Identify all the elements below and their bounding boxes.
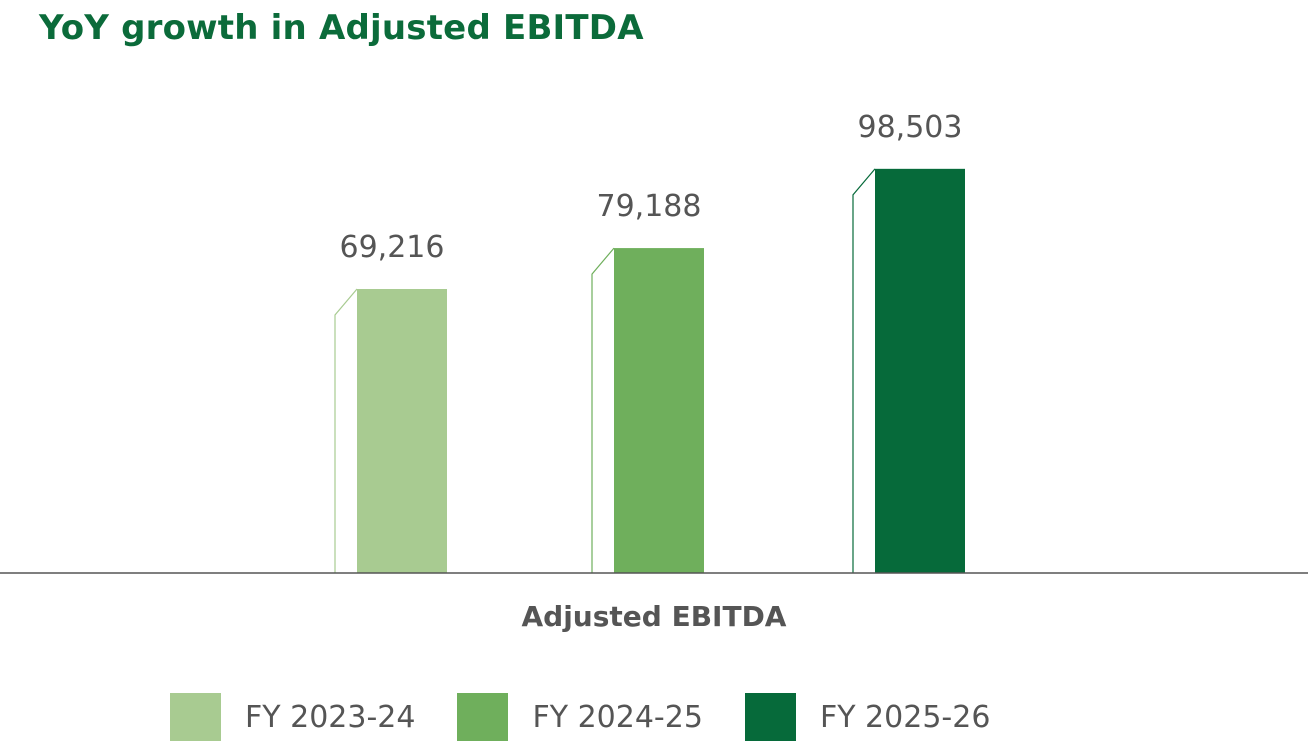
- chart-title: YoY growth in Adjusted EBITDA: [39, 8, 644, 48]
- legend-item-fy-2025-26[interactable]: FY 2025-26: [744, 693, 991, 741]
- bar-fy-2023-24[interactable]: [357, 289, 447, 573]
- legend-label-fy-2023-24: FY 2023-24: [245, 699, 416, 735]
- legend-item-fy-2023-24[interactable]: FY 2023-24: [170, 693, 415, 741]
- bar-depth-fy-2024-25: [591, 247, 615, 573]
- legend-label-fy-2025-26: FY 2025-26: [819, 699, 991, 735]
- data-label-fy-2025-26: 98,503: [858, 110, 963, 145]
- legend-item-fy-2024-25[interactable]: FY 2024-25: [457, 693, 703, 741]
- legend-swatch-fy-2023-24: [170, 693, 221, 741]
- bar-depth-fy-2025-26: [852, 168, 876, 573]
- legend-swatch-fy-2025-26: [744, 693, 796, 741]
- bar-depth-fy-2023-24: [334, 288, 358, 573]
- bars-layer: 69,216 79,188 98,503: [334, 110, 965, 573]
- bar-fy-2024-25[interactable]: [614, 248, 704, 573]
- bar-fy-2025-26[interactable]: [875, 168, 965, 573]
- legend: FY 2023-24 FY 2024-25 FY 2025-26: [170, 693, 1032, 741]
- legend-label-fy-2024-25: FY 2024-25: [532, 699, 703, 735]
- data-label-fy-2024-25: 79,188: [597, 189, 702, 224]
- data-label-fy-2023-24: 69,216: [340, 230, 445, 265]
- legend-swatch-fy-2024-25: [457, 693, 509, 741]
- x-category-label: Adjusted EBITDA: [522, 600, 787, 633]
